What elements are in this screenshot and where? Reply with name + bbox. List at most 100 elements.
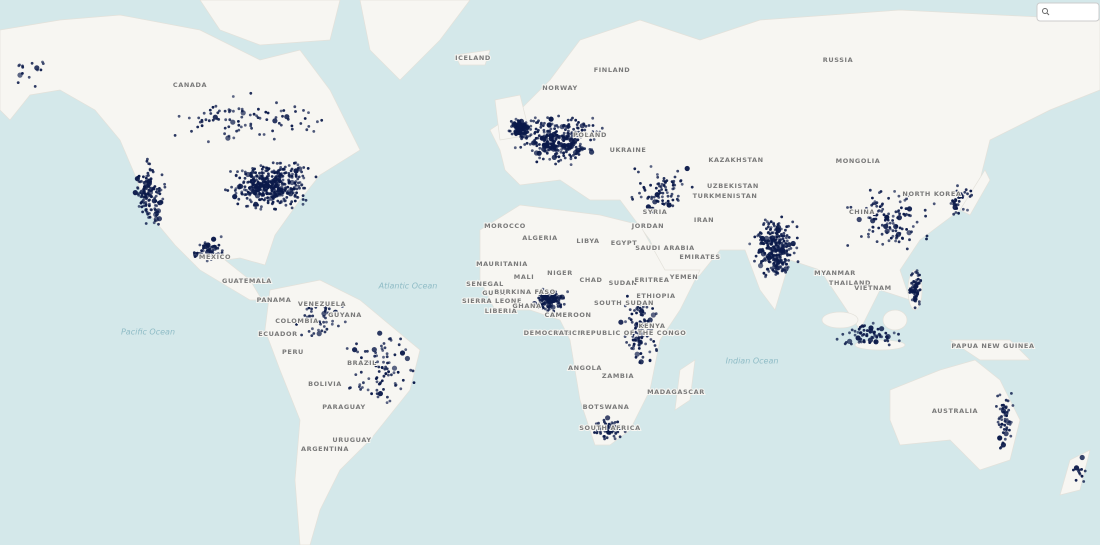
location-dot[interactable] [157,189,161,193]
location-dot[interactable] [539,295,543,299]
location-dot[interactable] [634,322,640,328]
location-dot[interactable] [519,145,523,149]
location-dot[interactable] [574,152,578,156]
location-dot[interactable] [214,252,218,256]
location-dot[interactable] [898,231,902,235]
location-dot[interactable] [673,183,677,187]
location-dot[interactable] [782,231,786,235]
location-dot[interactable] [602,435,606,438]
location-dot[interactable] [966,192,969,196]
location-dot[interactable] [858,331,862,335]
location-dot[interactable] [541,302,545,306]
location-dot[interactable] [666,199,670,203]
location-dot[interactable] [647,324,651,328]
location-dot[interactable] [551,138,554,142]
location-dot[interactable] [270,189,274,193]
location-dot[interactable] [540,299,544,303]
location-dot[interactable] [274,116,278,119]
location-dot[interactable] [230,185,234,189]
location-dot[interactable] [785,239,789,243]
location-dot[interactable] [771,262,775,266]
location-dot[interactable] [897,209,901,213]
location-dot[interactable] [272,137,276,141]
location-dot[interactable] [657,196,661,199]
location-dot[interactable] [891,214,895,218]
location-dot[interactable] [553,297,557,301]
location-dot[interactable] [144,193,148,197]
location-dot[interactable] [316,304,319,307]
location-dot[interactable] [302,109,305,112]
search-box[interactable] [1036,2,1100,22]
location-dot[interactable] [579,123,585,129]
location-dot[interactable] [959,194,962,197]
location-dot[interactable] [209,245,213,249]
location-dot[interactable] [287,181,291,185]
location-dot[interactable] [868,228,871,232]
location-dot[interactable] [969,189,973,193]
location-dot[interactable] [952,212,956,216]
location-dot[interactable] [140,205,144,209]
location-dot[interactable] [540,121,543,125]
location-dot[interactable] [187,116,191,120]
location-dot[interactable] [538,143,541,146]
location-dot[interactable] [30,61,34,65]
location-dot[interactable] [874,217,878,221]
location-dot[interactable] [601,428,605,432]
location-dot[interactable] [881,242,885,246]
location-dot[interactable] [258,177,261,180]
location-dot[interactable] [379,381,382,384]
location-dot[interactable] [676,194,680,198]
location-dot[interactable] [281,178,285,182]
location-dot[interactable] [224,118,228,122]
location-dot[interactable] [862,328,866,332]
location-dot[interactable] [252,175,256,179]
location-dot[interactable] [762,242,766,245]
location-dot[interactable] [278,193,282,197]
location-dot[interactable] [534,127,538,131]
location-dot[interactable] [545,134,549,138]
location-dot[interactable] [149,186,152,190]
location-dot[interactable] [291,172,294,176]
location-dot[interactable] [910,281,914,285]
location-dot[interactable] [243,123,247,127]
location-dot[interactable] [322,315,326,318]
location-dot[interactable] [780,233,783,236]
location-dot[interactable] [765,267,769,271]
location-dot[interactable] [539,125,543,129]
location-dot[interactable] [1079,454,1085,461]
location-dot[interactable] [148,193,152,197]
location-dot[interactable] [898,226,902,230]
location-dot[interactable] [915,269,919,273]
location-dot[interactable] [250,126,254,130]
location-dot[interactable] [290,176,294,179]
location-dot[interactable] [654,312,658,316]
location-dot[interactable] [841,332,845,336]
location-dot[interactable] [604,422,608,426]
location-dot[interactable] [580,134,584,138]
location-dot[interactable] [652,199,658,205]
location-dot[interactable] [151,198,157,204]
location-dot[interactable] [915,278,919,282]
location-dot[interactable] [538,156,541,160]
location-dot[interactable] [537,306,541,309]
location-dot[interactable] [559,303,563,307]
location-dot[interactable] [782,249,785,253]
location-dot[interactable] [238,176,242,180]
location-dot[interactable] [623,304,627,308]
location-dot[interactable] [776,225,779,229]
location-dot[interactable] [997,435,1003,441]
location-dot[interactable] [538,301,542,305]
location-dot[interactable] [562,302,566,306]
location-dot[interactable] [652,195,656,199]
location-dot[interactable] [206,248,209,252]
location-dot[interactable] [375,354,378,358]
location-dot[interactable] [634,355,638,359]
location-dot[interactable] [778,235,781,238]
location-dot[interactable] [232,136,236,140]
location-dot[interactable] [908,291,912,294]
location-dot[interactable] [631,333,635,336]
location-dot[interactable] [769,235,776,241]
location-dot[interactable] [660,182,664,186]
location-dot[interactable] [543,146,546,150]
location-dot[interactable] [514,117,518,121]
